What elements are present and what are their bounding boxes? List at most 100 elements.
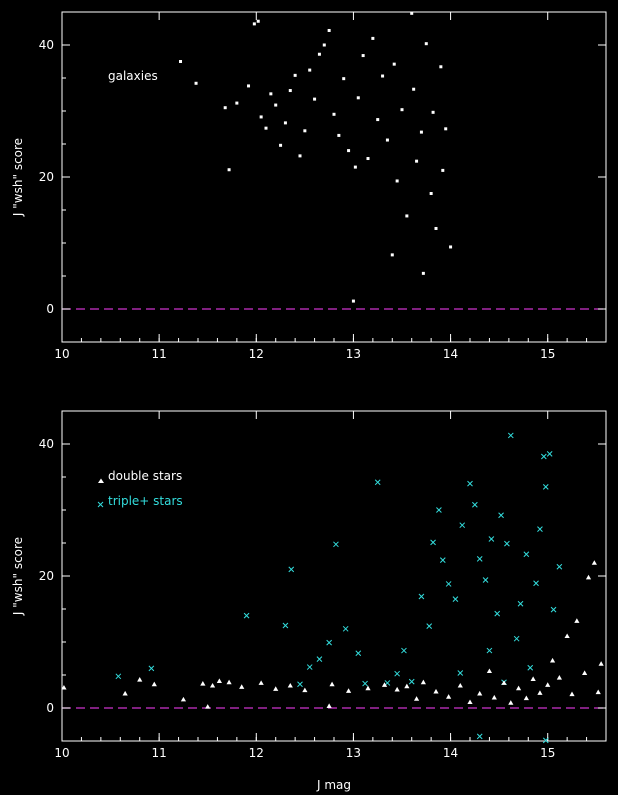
data-point <box>401 647 407 654</box>
data-point <box>258 680 264 685</box>
x-tick-label: 12 <box>249 347 264 361</box>
data-point <box>394 670 400 677</box>
data-point <box>545 682 551 687</box>
data-point <box>410 11 414 15</box>
y-axis-label: J "wsh" score <box>11 138 25 217</box>
data-point <box>288 89 292 93</box>
data-point <box>441 168 445 172</box>
y-tick-label: 0 <box>46 701 54 715</box>
data-point <box>457 682 463 688</box>
data-point <box>371 36 375 40</box>
data-point <box>256 19 260 23</box>
data-point <box>342 625 349 632</box>
data-point <box>494 610 501 617</box>
galaxy-points <box>179 11 453 303</box>
data-point <box>329 681 335 687</box>
data-point <box>247 84 251 88</box>
y-tick-label: 0 <box>46 302 54 316</box>
data-point <box>252 22 256 26</box>
data-point <box>418 593 425 600</box>
data-point <box>361 54 365 58</box>
data-point <box>488 536 495 542</box>
data-point <box>459 522 466 529</box>
x-tick-label: 14 <box>443 347 458 361</box>
data-point <box>137 677 143 682</box>
x-marker-icon <box>97 501 104 508</box>
data-point <box>332 112 336 116</box>
data-point <box>434 226 438 230</box>
data-point <box>419 130 423 134</box>
data-point <box>424 42 428 46</box>
data-point <box>413 696 420 701</box>
data-point <box>243 612 250 619</box>
stars-panel: 10 11 12 13 14 15 0 20 40 double stars triple+ … <box>11 410 607 792</box>
data-point <box>355 650 362 657</box>
data-point <box>400 108 404 112</box>
data-point <box>366 157 370 161</box>
data-point <box>287 682 293 688</box>
data-point <box>273 686 279 691</box>
data-point <box>404 683 410 689</box>
data-point <box>381 682 388 687</box>
data-point <box>431 110 435 114</box>
data-point <box>439 557 446 564</box>
data-point <box>515 685 522 691</box>
data-point <box>313 97 317 101</box>
data-point <box>591 560 597 565</box>
data-point <box>556 675 562 680</box>
data-point <box>353 165 357 169</box>
data-point <box>564 633 570 639</box>
data-point <box>392 62 396 66</box>
data-point <box>345 688 352 693</box>
data-point <box>507 432 514 439</box>
data-point <box>394 686 400 692</box>
data-point <box>227 168 231 172</box>
data-point <box>226 679 232 685</box>
x-tick-label: 11 <box>152 746 167 760</box>
data-point <box>274 103 278 107</box>
data-point <box>549 657 556 663</box>
data-point <box>282 622 289 629</box>
data-point <box>151 681 157 687</box>
data-point <box>200 680 206 686</box>
y-tick-label: 20 <box>39 569 54 583</box>
data-point <box>498 512 504 519</box>
data-point <box>61 684 67 690</box>
legend-label: double stars <box>108 469 182 483</box>
data-point <box>390 253 394 257</box>
data-point <box>326 639 332 646</box>
data-point <box>439 65 443 69</box>
data-point <box>362 680 368 687</box>
data-point <box>574 618 580 623</box>
data-point <box>585 574 592 580</box>
data-point <box>298 154 302 158</box>
data-point <box>303 129 307 133</box>
x-axis-ticks: 10 11 12 13 14 15 <box>54 12 607 361</box>
data-point <box>436 507 442 513</box>
x-tick-label: 14 <box>443 746 458 760</box>
data-point <box>209 682 216 688</box>
data-point <box>395 179 399 183</box>
legend-item-triple-stars: triple+ stars <box>97 494 183 508</box>
data-point <box>595 689 601 695</box>
data-point <box>194 81 198 85</box>
data-point <box>486 647 493 654</box>
data-point <box>540 453 547 460</box>
data-point <box>148 665 155 672</box>
double-star-points <box>61 560 604 709</box>
data-point <box>446 694 452 699</box>
data-point <box>356 96 360 100</box>
data-point <box>523 551 530 558</box>
data-point <box>342 77 346 81</box>
data-point <box>408 678 415 685</box>
data-point <box>482 577 489 583</box>
x-tick-label: 15 <box>540 746 555 760</box>
data-point <box>477 690 483 696</box>
data-point <box>486 668 493 674</box>
data-point <box>412 87 416 91</box>
data-point <box>179 60 183 63</box>
data-point <box>333 541 339 548</box>
data-point <box>527 664 534 671</box>
data-point <box>472 501 478 508</box>
data-point <box>293 73 297 77</box>
